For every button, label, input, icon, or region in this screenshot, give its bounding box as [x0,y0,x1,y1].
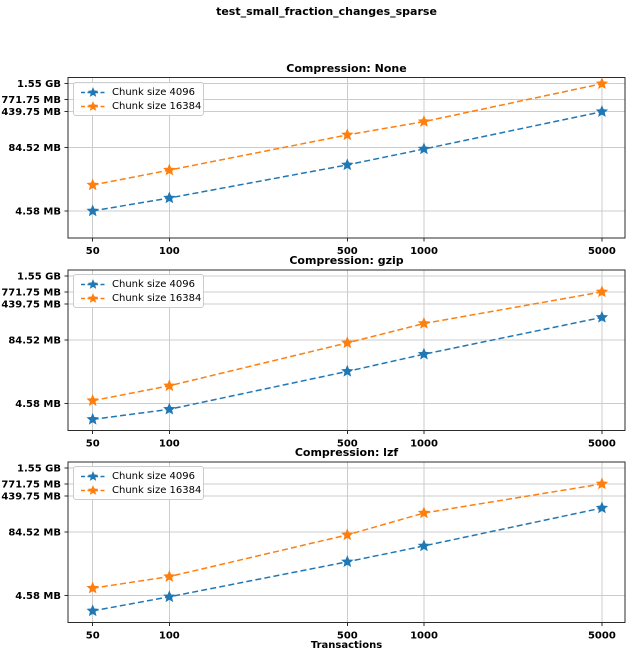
blue-star-dashed-line-icon [81,278,105,289]
legend-item-chunk-4096: Chunk size 4096 [74,85,203,99]
legend-label-chunk-16384: Chunk size 16384 [112,100,202,112]
svg-text:500: 500 [337,439,358,450]
svg-text:4.58 MB: 4.58 MB [15,399,61,410]
orange-star-dashed-line-icon [81,100,105,111]
svg-text:1.55 GB: 1.55 GB [17,79,61,90]
svg-text:5000: 5000 [588,631,616,642]
subplot-gzip-title: Compression: gzip [289,254,404,267]
svg-text:4.58 MB: 4.58 MB [15,206,61,217]
orange-star-dashed-line-icon [81,484,105,495]
figure-title: test_small_fraction_changes_sparse [216,5,437,18]
svg-text:84.52 MB: 84.52 MB [8,336,61,347]
svg-text:100: 100 [159,439,180,450]
orange-star-dashed-line-icon [81,292,105,303]
svg-text:100: 100 [159,246,180,257]
svg-text:1.55 GB: 1.55 GB [17,464,61,475]
legend-label-chunk-16384: Chunk size 16384 [112,292,202,304]
svg-text:1.55 GB: 1.55 GB [17,272,61,283]
legend-item-chunk-4096: Chunk size 4096 [74,469,203,483]
legend-label-chunk-4096: Chunk size 4096 [112,470,195,482]
svg-text:100: 100 [159,631,180,642]
legend-none: Chunk size 4096 Chunk size 16384 [73,82,204,116]
blue-star-dashed-line-icon [81,470,105,481]
svg-text:771.75 MB: 771.75 MB [1,287,61,298]
svg-text:50: 50 [86,439,100,450]
legend-item-chunk-16384: Chunk size 16384 [74,483,203,497]
svg-text:1000: 1000 [410,439,438,450]
legend-item-chunk-4096: Chunk size 4096 [74,277,203,291]
svg-text:5000: 5000 [588,246,616,257]
subplot-lzf-title: Compression: lzf [294,446,399,459]
legend-label-chunk-16384: Chunk size 16384 [112,484,202,496]
x-axis-label: Transactions [310,640,383,651]
legend-item-chunk-16384: Chunk size 16384 [74,291,203,305]
svg-text:4.58 MB: 4.58 MB [15,591,61,602]
svg-text:771.75 MB: 771.75 MB [1,95,61,106]
svg-text:439.75 MB: 439.75 MB [1,492,61,503]
legend-gzip: Chunk size 4096 Chunk size 16384 [73,274,204,308]
svg-text:1000: 1000 [410,631,438,642]
svg-text:5000: 5000 [588,439,616,450]
legend-label-chunk-4096: Chunk size 4096 [112,86,195,98]
svg-text:771.75 MB: 771.75 MB [1,479,61,490]
legend-label-chunk-4096: Chunk size 4096 [112,278,195,290]
subplot-none-title: Compression: None [286,62,407,75]
svg-text:84.52 MB: 84.52 MB [8,143,61,154]
svg-text:50: 50 [86,246,100,257]
svg-text:500: 500 [337,631,358,642]
legend-item-chunk-16384: Chunk size 16384 [74,99,203,113]
legend-lzf: Chunk size 4096 Chunk size 16384 [73,466,204,500]
svg-text:84.52 MB: 84.52 MB [8,528,61,539]
svg-text:50: 50 [86,631,100,642]
svg-text:500: 500 [337,246,358,257]
svg-text:1000: 1000 [410,246,438,257]
svg-text:439.75 MB: 439.75 MB [1,107,61,118]
blue-star-dashed-line-icon [81,86,105,97]
svg-text:439.75 MB: 439.75 MB [1,300,61,311]
